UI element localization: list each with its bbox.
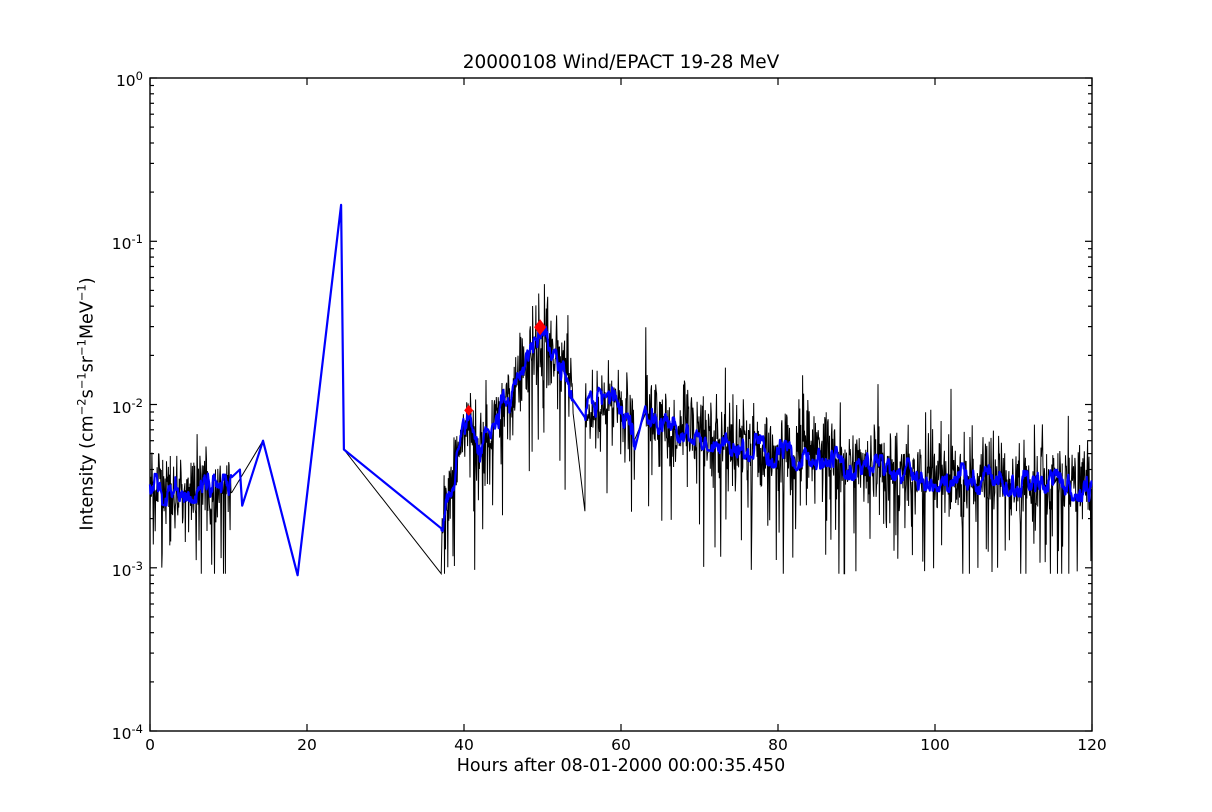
x-tick-label: 120 [1077,736,1107,754]
event-marker-diamond [464,404,474,416]
event-marker-diamond [534,319,547,336]
y-tick-label: 10-2 [111,395,143,417]
onset-markers [464,319,547,416]
chart-title: 20000108 Wind/EPACT 19-28 MeV [462,52,780,73]
x-tick-label: 80 [768,736,788,754]
x-tick-label: 100 [920,736,950,754]
x-tick-label: 40 [454,736,474,754]
y-tick-label: 10-4 [111,722,143,744]
y-tick-label: 10-1 [111,232,143,254]
y-tick-label: 10-3 [111,558,143,580]
smoothed-series-path [148,203,1093,577]
raw-series-path [149,204,1093,576]
x-axis-label: Hours after 08-01-2000 00:00:35.450 [456,756,786,776]
x-tick-label: 0 [145,736,155,754]
axes-frame [149,77,1093,732]
x-tick-label: 60 [611,736,631,754]
x-tick-label: 20 [297,736,317,754]
y-tick-label: 100 [115,69,143,91]
